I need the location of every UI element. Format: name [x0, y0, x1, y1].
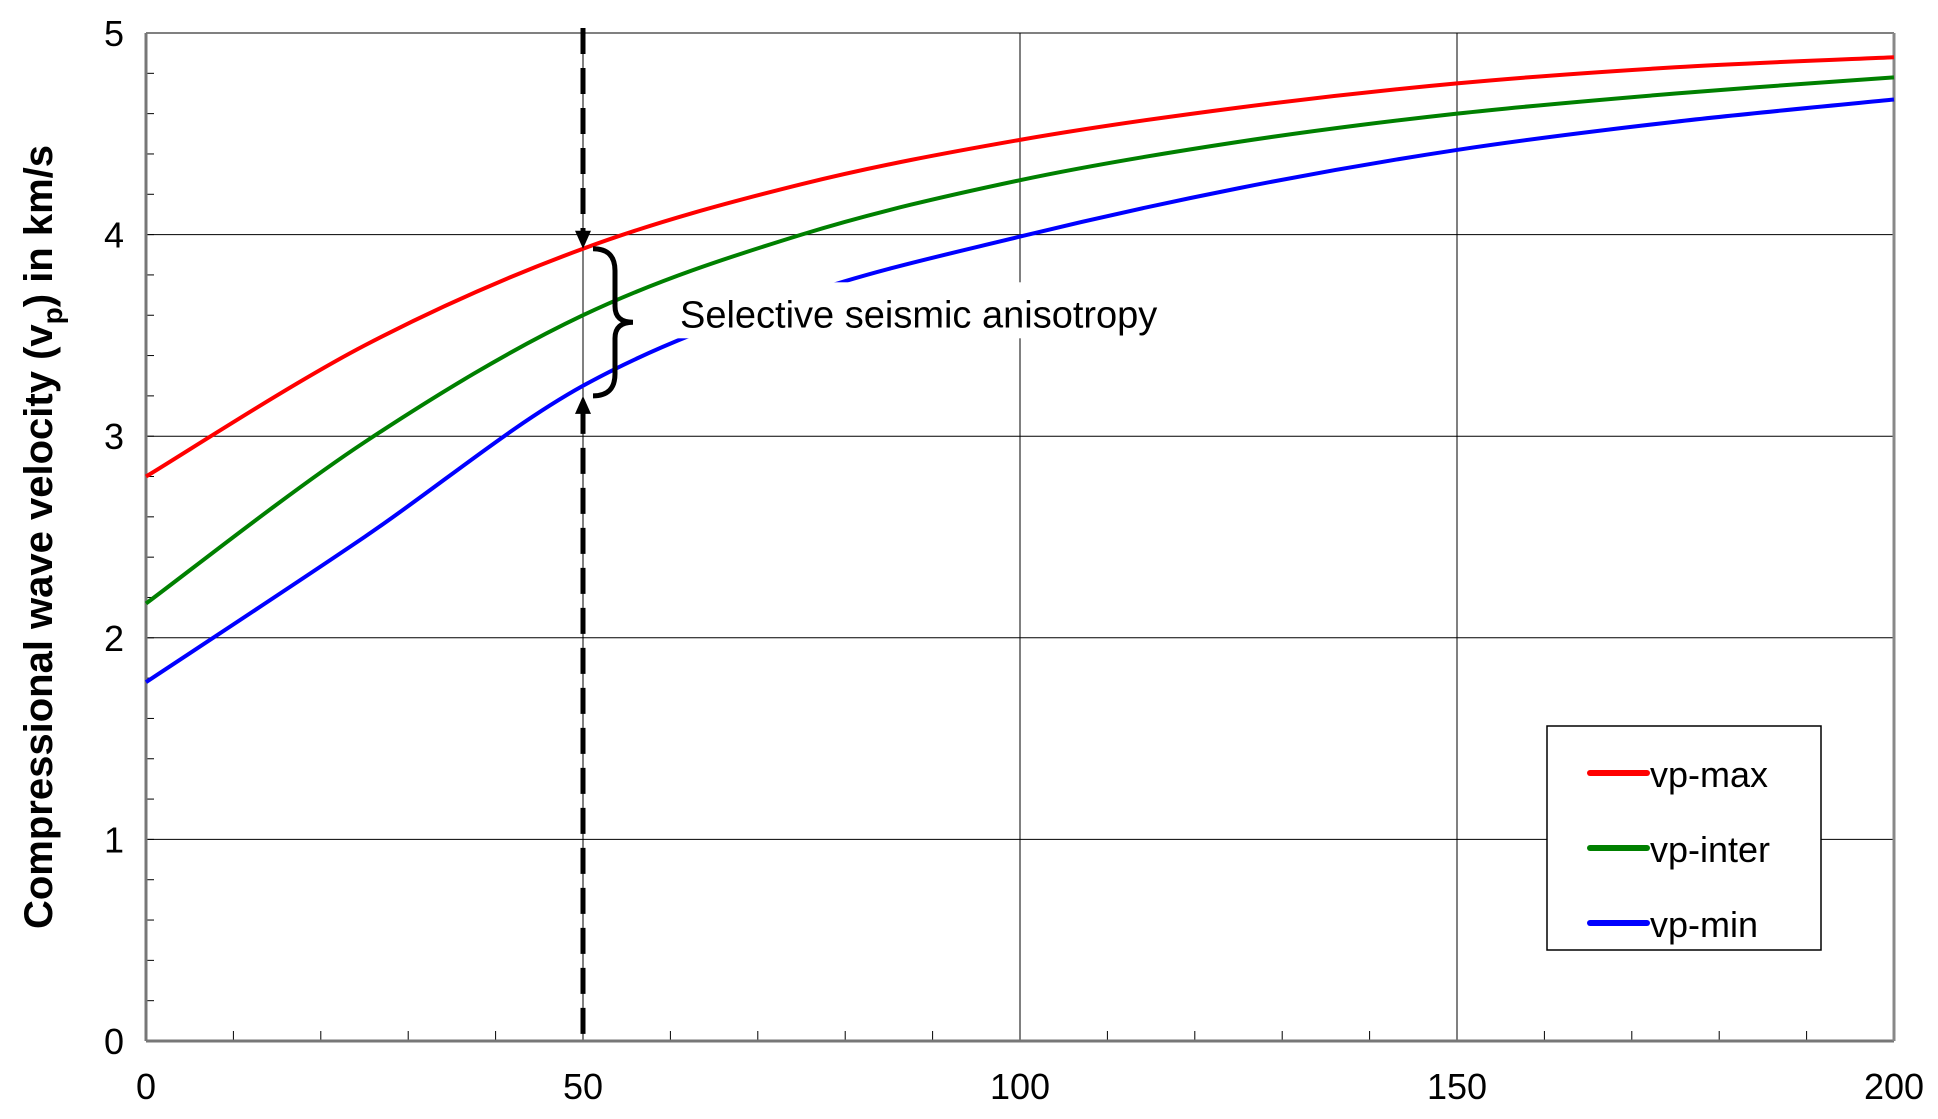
y-tick-label: 5	[104, 13, 124, 54]
arrow-down-icon	[575, 230, 591, 249]
annotation: Selective seismic anisotropy	[575, 28, 1272, 1041]
legend-label: vp-max	[1650, 754, 1768, 795]
grid	[145, 32, 1895, 1042]
arrow-up-icon	[575, 395, 591, 414]
legend-label: vp-min	[1650, 904, 1758, 945]
series-vp-inter	[144, 75, 1895, 606]
y-tick-label: 1	[104, 819, 124, 860]
y-axis-label: Compressional wave velocity (vp) in km/s	[17, 145, 68, 929]
y-tick-label: 4	[104, 215, 124, 256]
y-tick-label: 3	[104, 416, 124, 457]
x-tick-label: 200	[1864, 1066, 1924, 1107]
legend-box	[1546, 725, 1822, 951]
curly-brace	[592, 246, 634, 399]
x-tick-label: 150	[1427, 1066, 1487, 1107]
legend-label: vp-inter	[1650, 829, 1770, 870]
annotation-text: Selective seismic anisotropy	[680, 294, 1157, 336]
legend: vp-max vp-inter vp-min	[1546, 725, 1822, 951]
series-vp-min	[144, 97, 1895, 684]
x-tick-label: 50	[563, 1066, 603, 1107]
y-tick-label: 0	[104, 1021, 124, 1062]
x-tick-label: 100	[990, 1066, 1050, 1107]
y-tick-label: 2	[104, 618, 124, 659]
x-tick-label: 0	[136, 1066, 156, 1107]
series-vp-max	[144, 55, 1895, 479]
series-lines	[144, 55, 1895, 684]
annotation-background	[672, 282, 1272, 339]
